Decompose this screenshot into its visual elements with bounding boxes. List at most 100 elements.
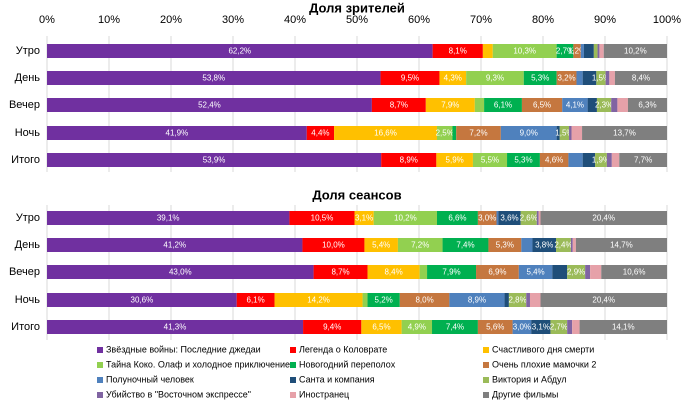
- value-label: 8,9%: [400, 156, 418, 165]
- value-label: 6,1%: [494, 101, 512, 110]
- bar-segment: [442, 238, 489, 252]
- value-label: 5,5%: [481, 156, 499, 165]
- bar-segment: [47, 320, 304, 334]
- bar-segment: [609, 71, 615, 85]
- bar-segment: [482, 44, 493, 58]
- value-label: 10,3%: [513, 47, 536, 56]
- bar-segment: [477, 320, 513, 334]
- category-label: Итого: [11, 154, 40, 166]
- legend-label: Полуночный человек: [106, 374, 194, 384]
- bar-segment: [507, 153, 540, 167]
- bar-segment: [432, 44, 483, 58]
- value-label: 4,9%: [408, 323, 426, 332]
- value-label: 2,6%: [520, 214, 538, 223]
- value-label: 3,0%: [513, 323, 531, 332]
- x-tick-label: 60%: [408, 14, 430, 26]
- bar-segment: [436, 153, 473, 167]
- bar-segment: [605, 71, 610, 85]
- bar-segment: [47, 265, 314, 279]
- bar-segment: [334, 126, 437, 140]
- bar-segment: [381, 153, 437, 167]
- value-label: 5,3%: [514, 156, 532, 165]
- bar-segment: [361, 320, 402, 334]
- bar-segment: [572, 238, 576, 252]
- bar-segment: [477, 211, 497, 225]
- category-label: Утро: [16, 45, 40, 57]
- bar-segment: [399, 293, 450, 307]
- value-label: 4,6%: [545, 156, 563, 165]
- value-label: 7,4%: [456, 241, 474, 250]
- x-tick-label: 10%: [98, 14, 120, 26]
- value-label: 5,4%: [526, 268, 544, 277]
- value-label: 2,4%: [554, 241, 572, 250]
- value-label: 10,2%: [624, 47, 647, 56]
- bar-segment: [47, 126, 307, 140]
- bar-segment: [556, 71, 577, 85]
- bar-segment: [432, 320, 478, 334]
- bar-segment: [401, 320, 433, 334]
- bar-segment: [520, 211, 537, 225]
- bar-segment: [364, 238, 398, 252]
- bar-segment: [576, 71, 583, 85]
- bar-segment: [47, 211, 290, 225]
- value-label: 14,1%: [612, 323, 635, 332]
- value-label: 20,4%: [592, 296, 615, 305]
- value-label: 8,0%: [415, 296, 433, 305]
- value-label: 6,9%: [488, 268, 506, 277]
- bar-segment: [425, 98, 475, 112]
- legend-label: Иностранец: [299, 389, 349, 399]
- bar-segment: [521, 238, 533, 252]
- bar-segment: [595, 153, 607, 167]
- value-label: 8,7%: [331, 268, 349, 277]
- bar-segment: [367, 265, 420, 279]
- bar-segment: [456, 126, 501, 140]
- value-label: 3,1%: [532, 323, 550, 332]
- value-label: 8,1%: [449, 47, 467, 56]
- bar-segment: [582, 71, 597, 85]
- bar-segment: [552, 265, 568, 279]
- bar-segment: [397, 238, 443, 252]
- legend-swatch: [290, 362, 296, 368]
- legend-label: Счастливого дня смерти: [492, 344, 594, 354]
- category-label: Итого: [11, 321, 40, 333]
- x-tick-label: 20%: [160, 14, 182, 26]
- bar-segment: [354, 211, 374, 225]
- bar-segment: [540, 211, 667, 225]
- category-label: День: [15, 72, 41, 84]
- bar-segment: [606, 153, 612, 167]
- bar-segment: [536, 211, 539, 225]
- bar-segment: [567, 320, 573, 334]
- value-label: 41,3%: [164, 323, 187, 332]
- value-label: 2,8%: [508, 296, 526, 305]
- value-label: 6,1%: [247, 296, 265, 305]
- category-label: Вечер: [9, 99, 40, 111]
- chart-title: Доля сеансов: [312, 187, 401, 202]
- bar-segment: [380, 71, 440, 85]
- bar-segment: [452, 126, 457, 140]
- legend-swatch: [290, 347, 296, 353]
- bar-segment: [556, 44, 574, 58]
- category-label: Вечер: [9, 266, 40, 278]
- legend-swatch: [290, 377, 296, 383]
- value-label: 8,4%: [632, 74, 650, 83]
- bar-segment: [562, 98, 588, 112]
- x-tick-label: 50%: [346, 14, 368, 26]
- value-label: 3,2%: [557, 74, 575, 83]
- bar-segment: [436, 126, 453, 140]
- bar-segment: [373, 211, 437, 225]
- bar-segment: [47, 153, 382, 167]
- value-label: 10,6%: [623, 268, 646, 277]
- legend-label: Санта и компания: [299, 374, 375, 384]
- value-label: 16,6%: [374, 129, 397, 138]
- legend-swatch: [97, 392, 103, 398]
- value-label: 1,9%: [592, 156, 610, 165]
- category-label: День: [15, 239, 41, 251]
- bar-segment: [472, 153, 508, 167]
- value-label: 41,2%: [163, 241, 186, 250]
- value-label: 39,1%: [157, 214, 180, 223]
- bar-segment: [569, 126, 572, 140]
- bar-segment: [567, 265, 586, 279]
- value-label: 5,4%: [372, 241, 390, 250]
- bar-segment: [466, 71, 524, 85]
